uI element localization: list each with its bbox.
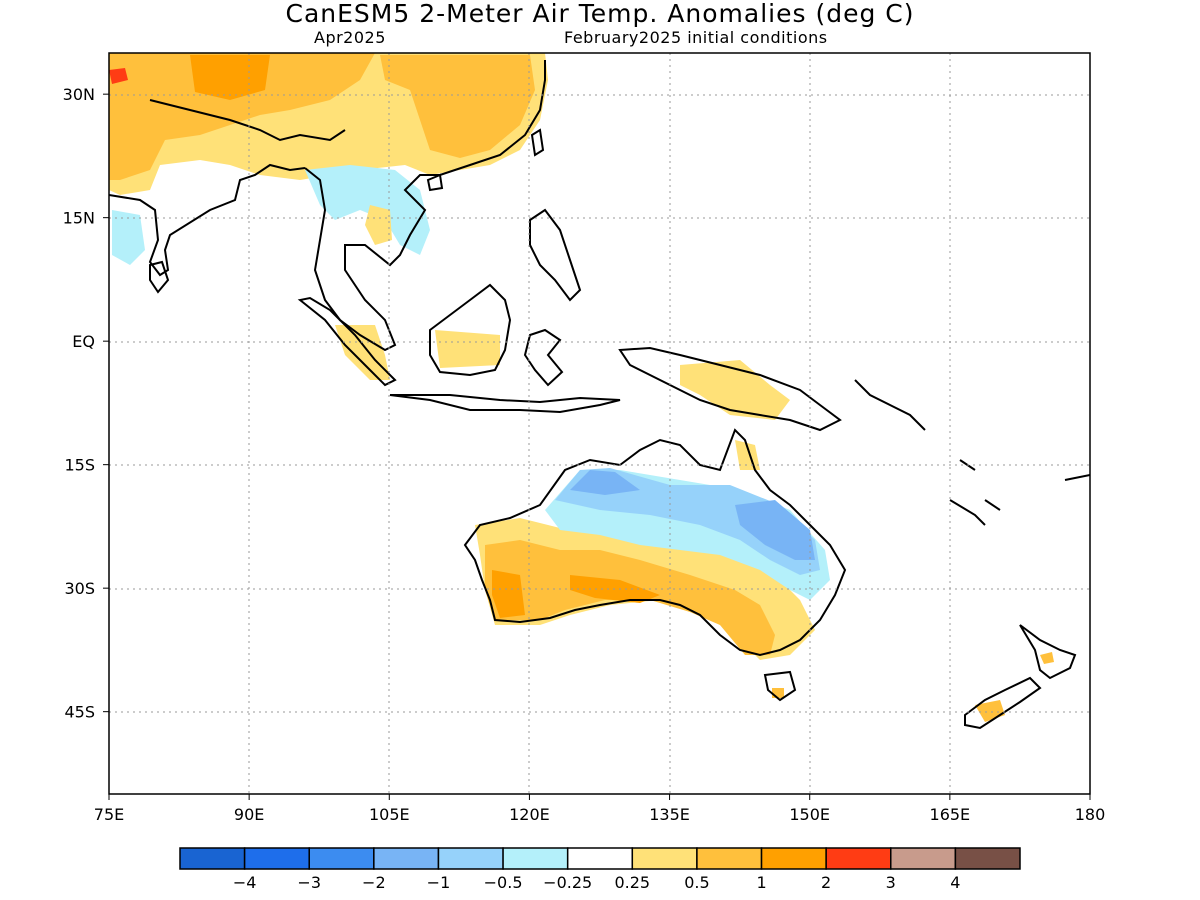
coast-nz-south [964,676,1042,730]
colorbar-label: −0.5 [484,873,523,892]
map-frame [108,52,1091,795]
coast-borneo [429,283,512,377]
coastlines [109,60,1090,730]
warm-spot-australia [492,570,525,618]
colorbar-swatch [760,847,827,870]
colorbar-swatch [179,847,246,870]
coast-java [389,394,621,414]
coast-pacific-islands [854,379,1090,526]
lon-tick-label: 150E [789,805,830,824]
colorbar-label: −4 [233,873,257,892]
lon-tick-label: 105E [369,805,410,824]
lat-tick-label: 15N [63,209,95,228]
warm-spot-tasmania [772,688,784,698]
coast-indochina [304,60,546,352]
colorbar-swatch [437,847,504,870]
colorbar-swatch [308,847,375,870]
colorbar [179,847,1021,870]
warm-spot-hot [109,68,128,84]
lat-tick-label: 15S [64,456,95,475]
colorbar-label: 4 [950,873,960,892]
initial-conditions-label: February2025 initial conditions [564,28,828,47]
cool-area-indochina [305,165,430,255]
colorbar-label: −2 [362,873,386,892]
coast-tasmania [763,670,797,702]
colorbar-swatch [566,847,634,870]
warm-area-asia-inner [109,53,375,180]
lat-tick-label: 30N [63,85,95,104]
colorbar-swatch [825,847,892,870]
coast-taiwan [530,128,545,157]
colorbar-label: −3 [297,873,321,892]
lon-tick-label: 75E [94,805,124,824]
warm-area-newguinea [680,360,790,420]
colorbar-swatch [890,847,957,870]
coast-sumatra [297,296,397,387]
warm-area-sumatra [335,325,390,380]
coast-india [109,163,306,277]
colorbar-label: 1 [756,873,766,892]
lon-tick-label: 90E [234,805,264,824]
lon-tick-label: 120E [509,805,550,824]
warm-area-borneo [435,330,500,368]
colorbar-swatch [243,847,310,870]
coast-australia [463,428,847,657]
colorbar-label: −0.25 [543,873,592,892]
longitude-ticks: 75E 90E 105E 120E 135E 150E 165E 180 [94,794,1106,824]
chart-title: CanESM5 2-Meter Air Temp. Anomalies (deg… [285,0,915,28]
warm-area-cape-york [735,440,760,470]
coast-philippines [529,208,582,302]
colorbar-swatch [502,847,569,870]
coast-hainan [426,173,444,192]
cool-area-australia-2 [555,468,820,575]
coast-sulawesi [523,328,564,387]
colorbar-swatch [373,847,440,870]
latitude-ticks: 30N 15N EQ 15S 30S 45S [63,85,109,722]
coast-nz-north [1019,624,1077,680]
colorbar-labels: −4 −3 −2 −1 −0.5 −0.25 0.25 0.5 1 2 3 4 [233,873,961,892]
colorbar-swatch [954,847,1021,870]
cool-area-australia-3 [570,470,640,495]
colorbar-label: 0.5 [684,873,709,892]
colorbar-label: 0.25 [614,873,650,892]
lat-tick-label: 30S [64,579,95,598]
cool-area-australia-4 [735,500,815,560]
forecast-month: Apr2025 [314,28,386,47]
cool-area-india [112,210,145,265]
anomaly-fields [109,53,1054,722]
coast-srilanka [149,260,170,294]
warm-spot-tibet [190,55,270,100]
colorbar-swatch [631,847,698,870]
lat-tick-label: EQ [72,332,95,351]
colorbar-label: 3 [886,873,896,892]
colorbar-swatch [696,847,763,870]
lat-tick-label: 45S [64,703,95,722]
colorbar-label: 2 [821,873,831,892]
lon-tick-label: 165E [930,805,971,824]
colorbar-label: −1 [427,873,451,892]
lon-tick-label: 135E [649,805,690,824]
warm-area-china [380,55,535,158]
coast-newguinea [618,346,842,432]
warm-spot-nz-2 [1040,652,1054,664]
grid [109,53,1090,794]
warm-spot-indochina [365,205,392,245]
coast-asia-inland [149,99,346,142]
lon-tick-label: 180 [1075,805,1106,824]
